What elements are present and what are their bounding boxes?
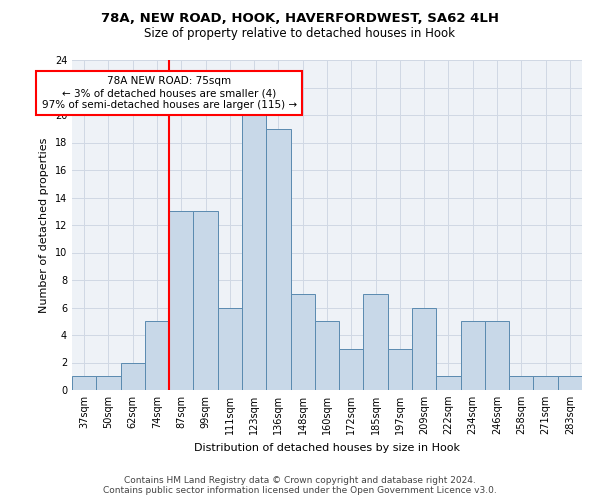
Bar	[121, 362, 145, 390]
Y-axis label: Number of detached properties: Number of detached properties	[39, 138, 49, 312]
Bar	[558, 376, 582, 390]
X-axis label: Distribution of detached houses by size in Hook: Distribution of detached houses by size …	[194, 442, 460, 452]
Bar	[388, 349, 412, 390]
Bar	[364, 294, 388, 390]
Bar	[461, 322, 485, 390]
Bar	[193, 211, 218, 390]
Text: Size of property relative to detached houses in Hook: Size of property relative to detached ho…	[145, 28, 455, 40]
Text: 78A, NEW ROAD, HOOK, HAVERFORDWEST, SA62 4LH: 78A, NEW ROAD, HOOK, HAVERFORDWEST, SA62…	[101, 12, 499, 26]
Bar	[412, 308, 436, 390]
Bar	[339, 349, 364, 390]
Bar	[485, 322, 509, 390]
Bar	[290, 294, 315, 390]
Bar	[72, 376, 96, 390]
Text: Contains HM Land Registry data © Crown copyright and database right 2024.
Contai: Contains HM Land Registry data © Crown c…	[103, 476, 497, 495]
Bar	[169, 211, 193, 390]
Bar	[242, 115, 266, 390]
Bar	[266, 128, 290, 390]
Bar	[315, 322, 339, 390]
Text: 78A NEW ROAD: 75sqm
← 3% of detached houses are smaller (4)
97% of semi-detached: 78A NEW ROAD: 75sqm ← 3% of detached hou…	[41, 76, 297, 110]
Bar	[145, 322, 169, 390]
Bar	[96, 376, 121, 390]
Bar	[436, 376, 461, 390]
Bar	[218, 308, 242, 390]
Bar	[509, 376, 533, 390]
Bar	[533, 376, 558, 390]
